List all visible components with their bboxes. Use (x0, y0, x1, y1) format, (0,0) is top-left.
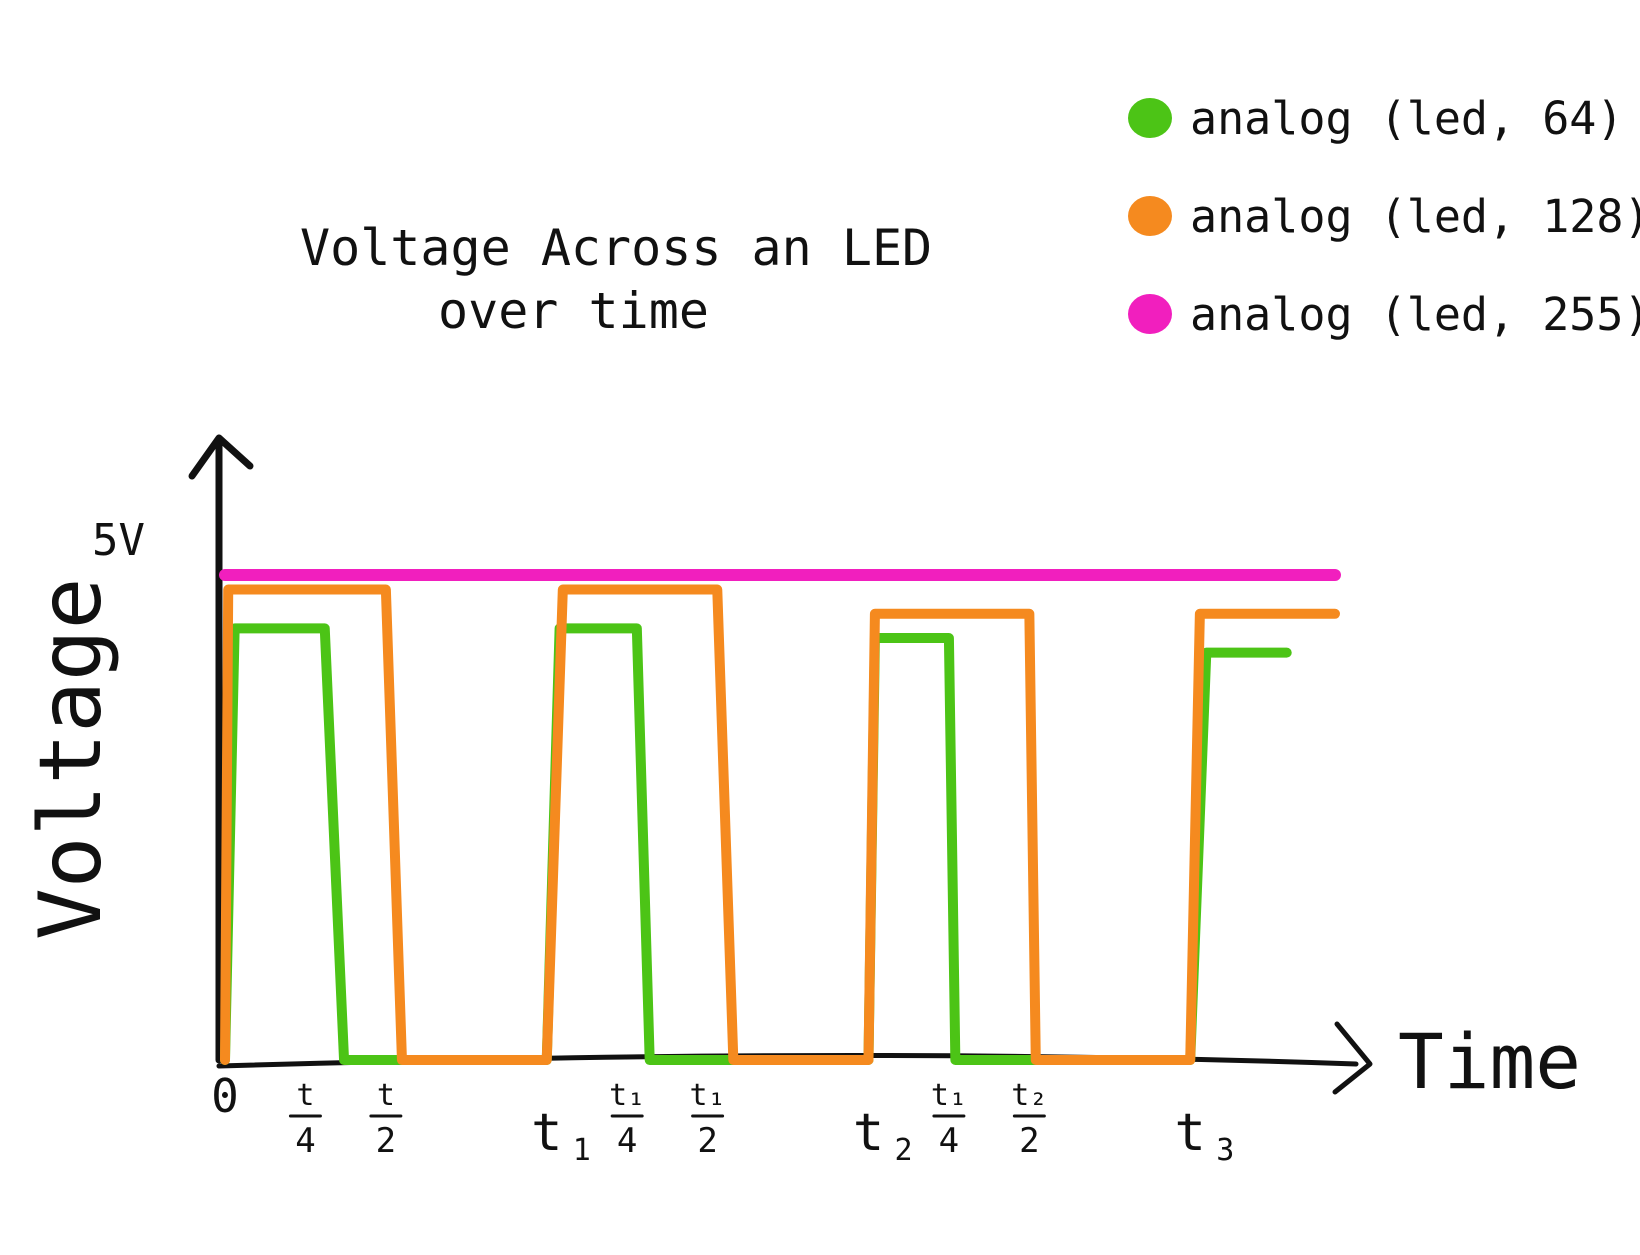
y-axis-arrow (188, 434, 254, 480)
x-tick-3: t2 (369, 1078, 403, 1161)
legend-label-1: analog (led, 64) (1190, 92, 1623, 145)
x-tick-main-10: t (1175, 1103, 1206, 1163)
x-tick-denominator-5: 4 (617, 1121, 637, 1161)
series (219, 569, 1341, 1065)
x-tick-6: t₁ 2 (690, 1078, 726, 1161)
y-max-label: 5V (92, 515, 145, 566)
series-line-2 (220, 584, 1340, 1065)
legend-label-3: analog (led, 255) (1190, 288, 1640, 341)
x-tick-numerator-3: t (377, 1078, 395, 1113)
legend-marker-3 (1128, 294, 1172, 334)
y-axis-label: Voltage (21, 578, 121, 940)
x-tick-numerator-9: t₂ (1011, 1078, 1047, 1113)
legend-marker-2 (1128, 196, 1172, 236)
chart-title: Voltage Across an LED over time (300, 219, 932, 340)
x-tick-8: t₁ 4 (931, 1078, 967, 1161)
x-tick-5: t₁ 4 (609, 1078, 645, 1161)
x-tick-1: 0 (211, 1069, 239, 1123)
x-tick-numerator-8: t₁ (931, 1078, 967, 1113)
x-tick-numerator-2: t (296, 1078, 314, 1113)
x-tick-subscript-10: 3 (1216, 1133, 1234, 1168)
chart-title-line2: over time (438, 282, 709, 340)
chart-title-line1: Voltage Across an LED (300, 219, 932, 277)
x-axis-arrow (1332, 1021, 1373, 1095)
x-tick-numerator-5: t₁ (609, 1078, 645, 1113)
x-tick-9: t₂ 2 (1011, 1078, 1047, 1161)
x-tick-denominator-6: 2 (697, 1121, 717, 1161)
x-tick-denominator-3: 2 (376, 1121, 396, 1161)
x-tick-main-1: 0 (211, 1069, 239, 1123)
x-tick-main-4: t (531, 1103, 562, 1163)
x-tick-numerator-6: t₁ (690, 1078, 726, 1113)
x-tick-denominator-2: 4 (295, 1121, 315, 1161)
x-tick-subscript-4: 1 (573, 1133, 591, 1168)
series-line-1 (220, 623, 1292, 1065)
legend-label-2: analog (led, 128) (1190, 190, 1640, 243)
x-tick-main-7: t (853, 1103, 884, 1163)
axes: 5V Time Voltage (21, 434, 1581, 1106)
legend: analog (led, 64) analog (led, 128) analog … (1128, 92, 1640, 341)
x-tick-denominator-8: 4 (939, 1121, 959, 1161)
x-tick-denominator-9: 2 (1019, 1121, 1039, 1161)
x-axis-label: Time (1398, 1017, 1581, 1106)
legend-marker-1 (1128, 98, 1172, 138)
x-tick-subscript-7: 2 (894, 1133, 912, 1168)
x-tick-2: t4 (288, 1078, 322, 1161)
